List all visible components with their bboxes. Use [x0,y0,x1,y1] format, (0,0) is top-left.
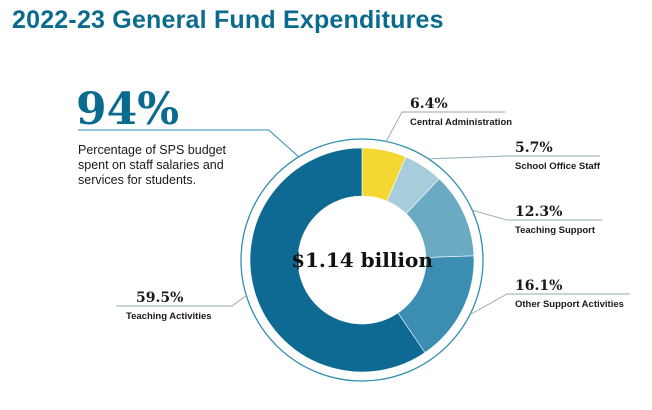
slice-percentage-label: 16.1% [515,278,562,294]
slice-percentage-label: 12.3% [515,204,562,220]
slice-percentage-label: 6.4% [410,96,448,112]
slice-percentage-label: 59.5% [136,290,183,306]
donut-slices [249,147,475,373]
leader-line [116,295,247,307]
outer-ring-outline [240,138,484,382]
highlight-percentage: 94% [76,84,180,135]
highlight-description: Percentage of SPS budget spent on staff … [78,143,227,187]
leader-line [472,209,602,221]
leader-line [385,111,505,142]
slice-labels: 6.4% Central Administration 5.7% School Off… [126,96,624,322]
slice-category-label: Teaching Support [515,225,596,236]
leader-line [469,293,630,315]
leader-lines [78,111,630,315]
slice-category-label: School Office Staff [515,161,601,172]
slice-percentage-label: 5.7% [515,140,553,156]
donut-slice-teaching-activities [249,147,426,373]
highlight-connector-line [78,129,300,158]
page-title: 2022-23 General Fund Expenditures [12,6,444,34]
slice-category-label: Other Support Activities [515,299,624,310]
slice-category-label: Teaching Activities [126,311,212,322]
leader-line [428,155,600,160]
slice-category-label: Central Administration [410,117,512,128]
donut-outer-ring [240,138,484,382]
center-total-label: $1.14 billion [291,248,433,272]
